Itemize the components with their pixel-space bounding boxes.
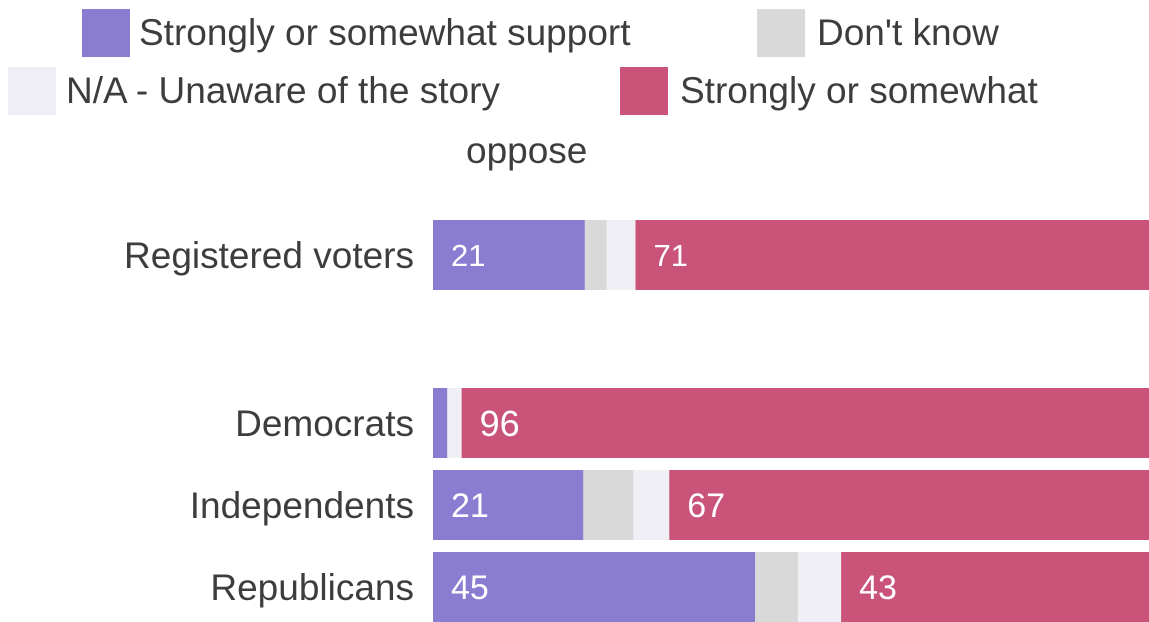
legend-swatch-dont-know	[757, 9, 805, 57]
legend-label-support: Strongly or somewhat support	[139, 12, 631, 53]
data-label: 45	[451, 569, 489, 607]
data-label: 71	[654, 238, 688, 273]
bar-segment	[669, 470, 1149, 540]
category-label: Republicans	[210, 567, 414, 608]
legend-label-oppose-line1: Strongly or somewhat	[680, 70, 1038, 111]
legend-label-oppose-line2: oppose	[466, 130, 588, 171]
bar-segment	[433, 388, 448, 458]
legend-swatch-oppose	[620, 67, 668, 115]
category-label: Independents	[190, 485, 414, 526]
data-label: 67	[687, 487, 725, 525]
bar-segment	[584, 220, 607, 290]
bar-segment	[798, 552, 842, 622]
data-label: 43	[859, 569, 897, 607]
bar-segment	[583, 470, 634, 540]
bar-segment	[461, 388, 1149, 458]
bar-segment	[447, 388, 462, 458]
data-label: 21	[451, 487, 489, 525]
bar-segment	[433, 220, 585, 290]
category-labels-group: Registered voters Democrats Independents Re…	[124, 235, 414, 608]
legend-label-na: N/A - Unaware of the story	[66, 70, 500, 111]
category-label: Democrats	[235, 403, 414, 444]
bar-segment	[755, 552, 799, 622]
bar-segment	[841, 552, 1149, 622]
data-label: 96	[480, 403, 520, 444]
legend-swatch-support	[82, 9, 130, 57]
legend-label-dont-know: Don't know	[817, 12, 999, 53]
bar-segment	[635, 220, 1149, 290]
chart-legend: Strongly or somewhat support Don't know …	[0, 0, 1149, 180]
data-label: 21	[451, 238, 485, 273]
value-labels-group: 21 71 96 21 67 45 43	[451, 238, 897, 607]
bar-segment	[433, 470, 584, 540]
bars-group	[433, 220, 1149, 622]
bar-segment	[606, 220, 636, 290]
category-label: Registered voters	[124, 235, 414, 276]
legend-swatch-na	[8, 67, 56, 115]
bar-segment	[633, 470, 670, 540]
bar-segment	[433, 552, 756, 622]
